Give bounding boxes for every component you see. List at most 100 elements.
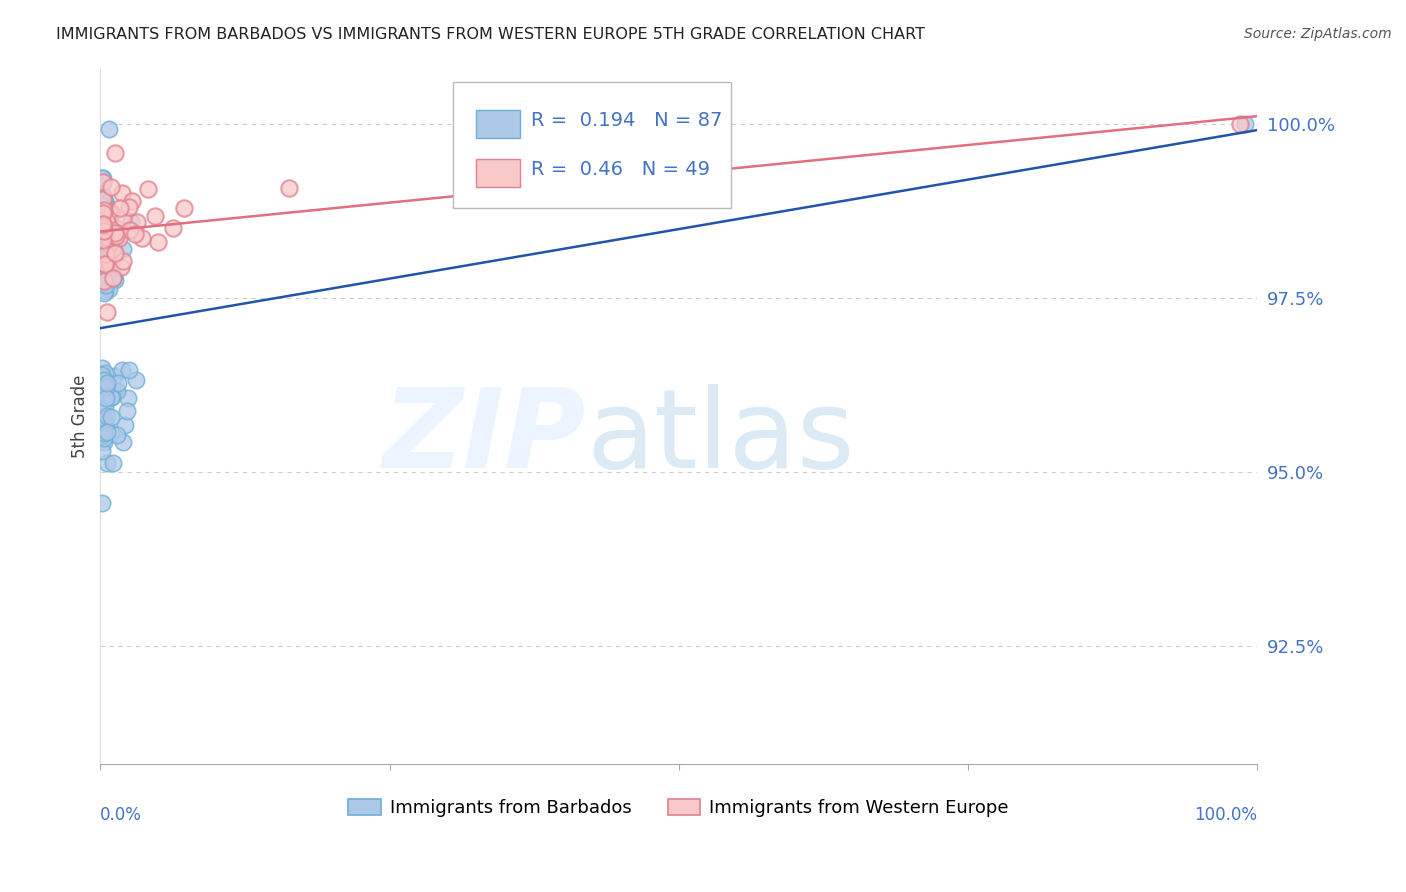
Point xyxy=(101,226,124,240)
Point xyxy=(111,186,134,200)
Point xyxy=(94,219,117,233)
Text: 0.0%: 0.0% xyxy=(100,805,142,823)
Point xyxy=(94,256,117,270)
Point xyxy=(96,379,118,393)
Point xyxy=(114,417,136,432)
Point xyxy=(93,224,115,238)
Point xyxy=(90,496,112,510)
Text: atlas: atlas xyxy=(586,384,855,491)
Point xyxy=(111,254,134,268)
Text: IMMIGRANTS FROM BARBADOS VS IMMIGRANTS FROM WESTERN EUROPE 5TH GRADE CORRELATION: IMMIGRANTS FROM BARBADOS VS IMMIGRANTS F… xyxy=(56,27,925,42)
Point xyxy=(93,431,115,445)
Point xyxy=(90,268,112,283)
Point xyxy=(96,376,118,390)
Point xyxy=(124,227,146,241)
Point xyxy=(101,270,124,285)
Point xyxy=(97,122,120,136)
Point xyxy=(93,373,115,387)
Point xyxy=(90,265,112,279)
Point xyxy=(120,223,142,237)
Point xyxy=(96,215,118,229)
Text: 100.0%: 100.0% xyxy=(1194,805,1257,823)
Point xyxy=(91,188,114,202)
Point xyxy=(93,204,115,219)
Point xyxy=(91,238,114,252)
Point xyxy=(96,425,118,440)
Point xyxy=(148,235,170,249)
Point xyxy=(98,232,121,246)
Point xyxy=(91,256,114,270)
Point xyxy=(90,424,112,438)
Point xyxy=(120,215,142,229)
Point xyxy=(93,284,115,298)
Point xyxy=(162,221,184,235)
Point xyxy=(93,400,115,414)
Point xyxy=(97,237,120,252)
Point xyxy=(111,243,134,257)
Point xyxy=(90,428,112,442)
Point xyxy=(96,456,118,470)
Point xyxy=(97,282,120,296)
Point xyxy=(94,194,117,208)
Point xyxy=(278,181,301,195)
Point xyxy=(103,380,125,394)
Point xyxy=(93,435,115,450)
Point xyxy=(111,211,134,226)
Point xyxy=(98,272,121,286)
Point xyxy=(90,384,112,399)
Point xyxy=(105,427,128,442)
Point xyxy=(117,200,139,214)
Point xyxy=(96,263,118,277)
Point xyxy=(117,392,139,406)
Point xyxy=(96,409,118,424)
Point xyxy=(94,277,117,292)
Point xyxy=(103,271,125,285)
Point xyxy=(100,385,122,400)
Point xyxy=(111,434,134,449)
Point xyxy=(121,194,143,209)
Point xyxy=(125,215,148,229)
Point xyxy=(93,193,115,207)
Text: R =  0.194   N = 87: R = 0.194 N = 87 xyxy=(530,112,723,130)
Point xyxy=(110,201,132,215)
Point xyxy=(94,252,117,267)
Point xyxy=(94,366,117,380)
Point xyxy=(101,249,124,263)
Point xyxy=(136,182,159,196)
Point xyxy=(91,257,114,271)
Point xyxy=(93,170,115,185)
Point xyxy=(90,361,112,376)
Point xyxy=(91,175,114,189)
Point xyxy=(91,198,114,212)
Point xyxy=(100,425,122,440)
Point xyxy=(98,229,121,244)
Point xyxy=(91,219,114,234)
Point xyxy=(96,248,118,262)
Point xyxy=(1234,117,1257,131)
Point xyxy=(94,252,117,266)
Point xyxy=(94,246,117,260)
Point xyxy=(104,273,127,287)
Point xyxy=(91,171,114,186)
Point xyxy=(94,227,117,242)
Point xyxy=(93,425,115,440)
Point xyxy=(90,368,112,382)
Point xyxy=(94,387,117,401)
Point xyxy=(1229,117,1251,131)
Point xyxy=(105,228,128,243)
Y-axis label: 5th Grade: 5th Grade xyxy=(72,375,89,458)
Point xyxy=(108,231,131,245)
Point xyxy=(115,403,138,417)
Text: R =  0.46   N = 49: R = 0.46 N = 49 xyxy=(530,160,710,178)
Point xyxy=(107,222,129,236)
Point xyxy=(100,180,122,194)
Legend: Immigrants from Barbados, Immigrants from Western Europe: Immigrants from Barbados, Immigrants fro… xyxy=(342,791,1017,824)
Point xyxy=(101,456,124,470)
Point xyxy=(173,202,195,216)
Point xyxy=(103,269,125,284)
Point xyxy=(97,240,120,254)
Point xyxy=(100,207,122,221)
Point xyxy=(104,246,127,260)
FancyBboxPatch shape xyxy=(453,82,731,208)
Point xyxy=(96,199,118,213)
